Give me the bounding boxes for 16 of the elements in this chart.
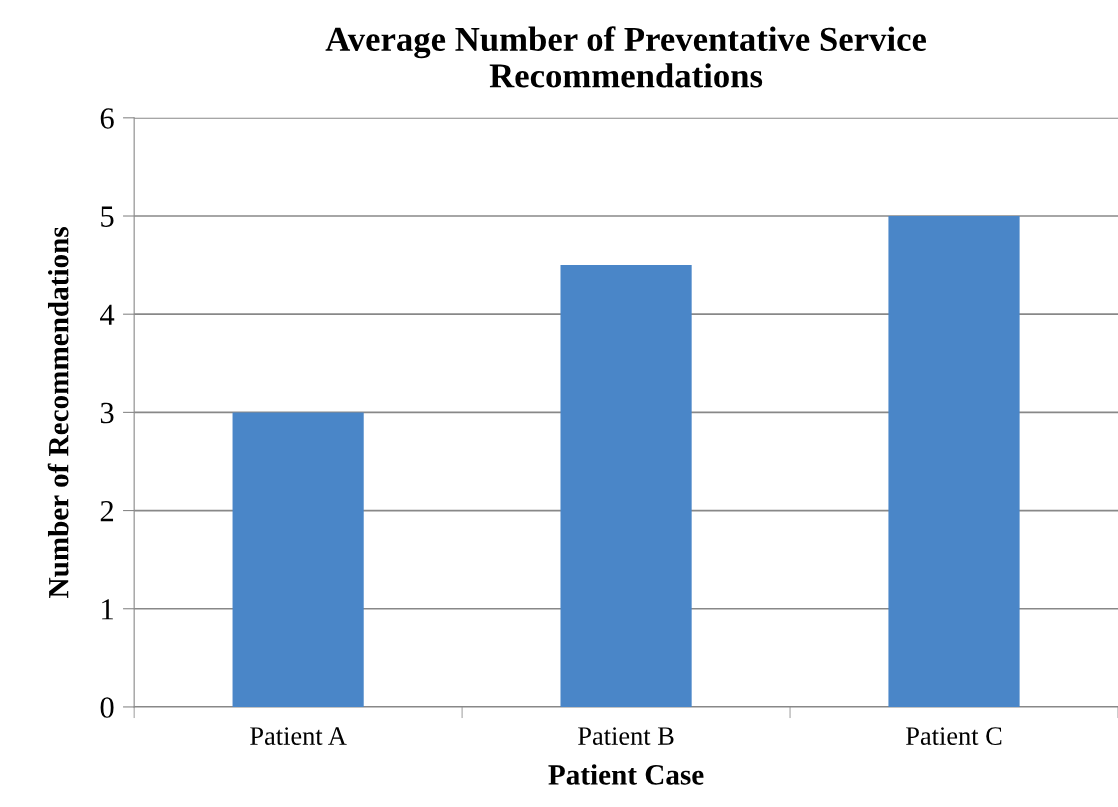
y-tick-label: 2 bbox=[100, 500, 114, 522]
y-tick-label: 4 bbox=[100, 304, 115, 325]
y-tick-label: 6 bbox=[100, 108, 114, 129]
y-tick-label: 1 bbox=[102, 599, 113, 620]
chart-title: Average Number of Preventative Service Recommendations bbox=[325, 26, 927, 88]
y-tick-label: 0 bbox=[100, 697, 114, 718]
x-tick-label: Patient A bbox=[250, 727, 347, 745]
y-tick-label: 5 bbox=[101, 206, 114, 227]
x-tick-label: Patient B bbox=[578, 727, 674, 745]
x-tick-label: Patient C bbox=[906, 727, 1002, 745]
bar bbox=[232, 412, 364, 707]
y-tick-label: 3 bbox=[100, 402, 114, 424]
y-axis-title: Number of Recommendations bbox=[47, 227, 69, 598]
x-axis-title: Patient Case bbox=[548, 764, 704, 785]
bar bbox=[560, 265, 692, 707]
bar bbox=[888, 216, 1020, 707]
